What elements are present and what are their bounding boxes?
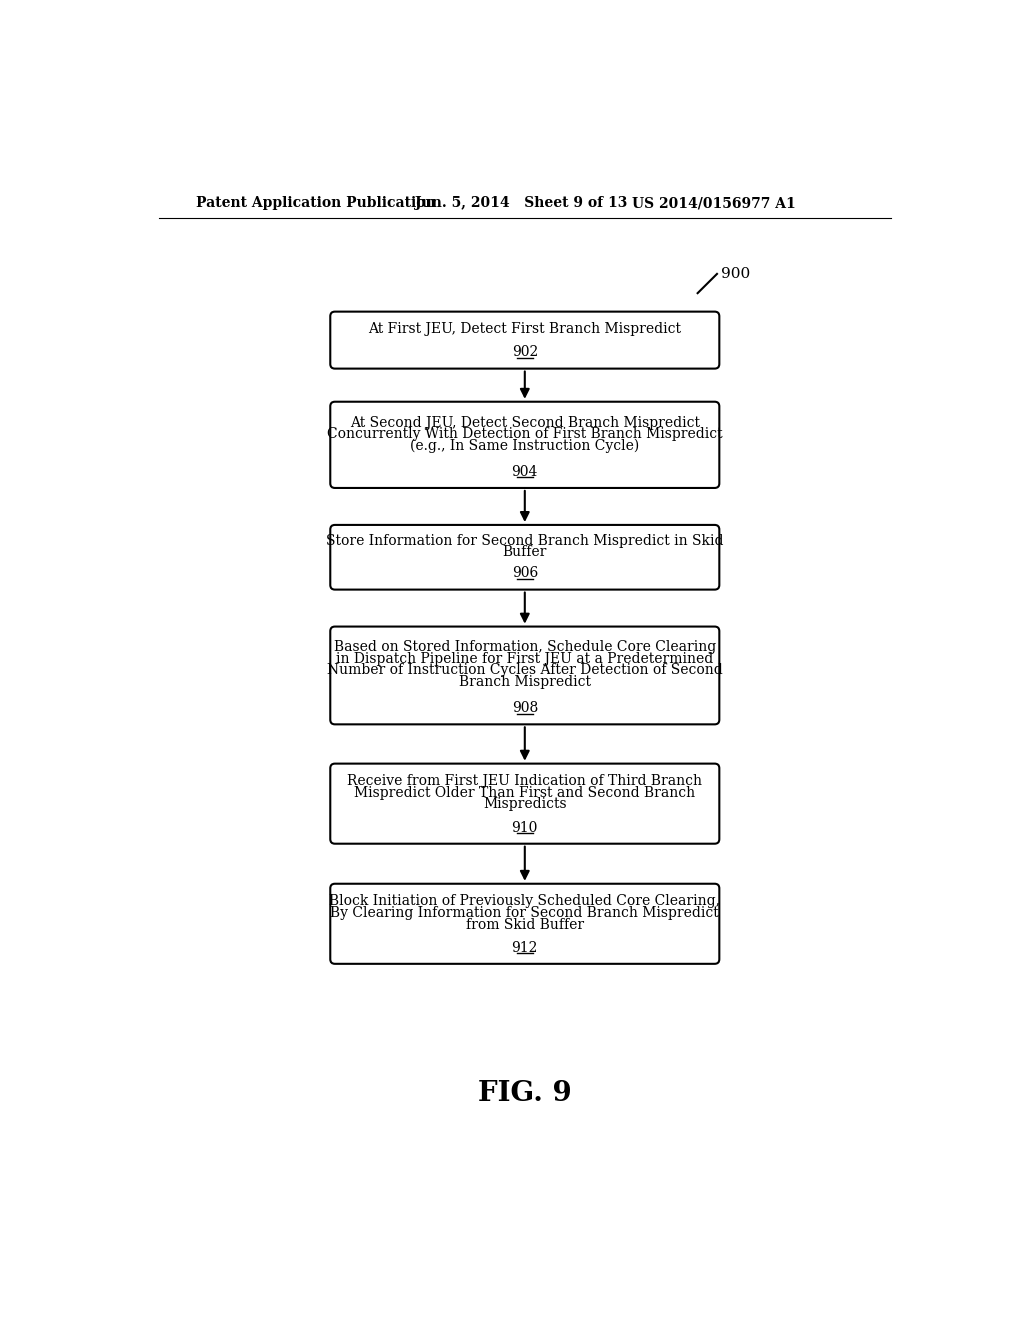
Text: from Skid Buffer: from Skid Buffer xyxy=(466,917,584,932)
Text: FIG. 9: FIG. 9 xyxy=(478,1081,571,1107)
FancyBboxPatch shape xyxy=(331,525,719,590)
Text: 910: 910 xyxy=(512,821,538,834)
Text: At First JEU, Detect First Branch Mispredict: At First JEU, Detect First Branch Mispre… xyxy=(369,322,681,337)
Text: Based on Stored Information, Schedule Core Clearing: Based on Stored Information, Schedule Co… xyxy=(334,640,716,655)
Text: US 2014/0156977 A1: US 2014/0156977 A1 xyxy=(632,197,796,210)
Text: By Clearing Information for Second Branch Mispredict: By Clearing Information for Second Branc… xyxy=(331,906,719,920)
FancyBboxPatch shape xyxy=(331,884,719,964)
Text: Branch Mispredict: Branch Mispredict xyxy=(459,675,591,689)
Text: 912: 912 xyxy=(512,941,538,954)
FancyBboxPatch shape xyxy=(331,312,719,368)
FancyBboxPatch shape xyxy=(331,401,719,488)
Text: Concurrently With Detection of First Branch Mispredict: Concurrently With Detection of First Bra… xyxy=(327,428,723,441)
Text: 904: 904 xyxy=(512,465,538,479)
Text: Patent Application Publication: Patent Application Publication xyxy=(197,197,436,210)
Text: Block Initiation of Previously Scheduled Core Clearing,: Block Initiation of Previously Scheduled… xyxy=(330,895,720,908)
Text: 908: 908 xyxy=(512,701,538,715)
Text: At Second JEU, Detect Second Branch Mispredict: At Second JEU, Detect Second Branch Misp… xyxy=(350,416,699,429)
Text: Mispredict Older Than First and Second Branch: Mispredict Older Than First and Second B… xyxy=(354,785,695,800)
Text: 906: 906 xyxy=(512,566,538,581)
Text: Jun. 5, 2014   Sheet 9 of 13: Jun. 5, 2014 Sheet 9 of 13 xyxy=(415,197,627,210)
FancyBboxPatch shape xyxy=(331,763,719,843)
Text: Number of Instruction Cycles After Detection of Second: Number of Instruction Cycles After Detec… xyxy=(327,664,723,677)
Text: in Dispatch Pipeline for First JEU at a Predetermined: in Dispatch Pipeline for First JEU at a … xyxy=(336,652,714,665)
Text: 900: 900 xyxy=(721,267,751,281)
Text: 902: 902 xyxy=(512,346,538,359)
Text: Receive from First JEU Indication of Third Branch: Receive from First JEU Indication of Thi… xyxy=(347,775,702,788)
Text: Buffer: Buffer xyxy=(503,545,547,560)
Text: Store Information for Second Branch Mispredict in Skid: Store Information for Second Branch Misp… xyxy=(326,533,724,548)
FancyBboxPatch shape xyxy=(331,627,719,725)
Text: Mispredicts: Mispredicts xyxy=(483,797,566,812)
Text: (e.g., In Same Instruction Cycle): (e.g., In Same Instruction Cycle) xyxy=(411,438,639,453)
